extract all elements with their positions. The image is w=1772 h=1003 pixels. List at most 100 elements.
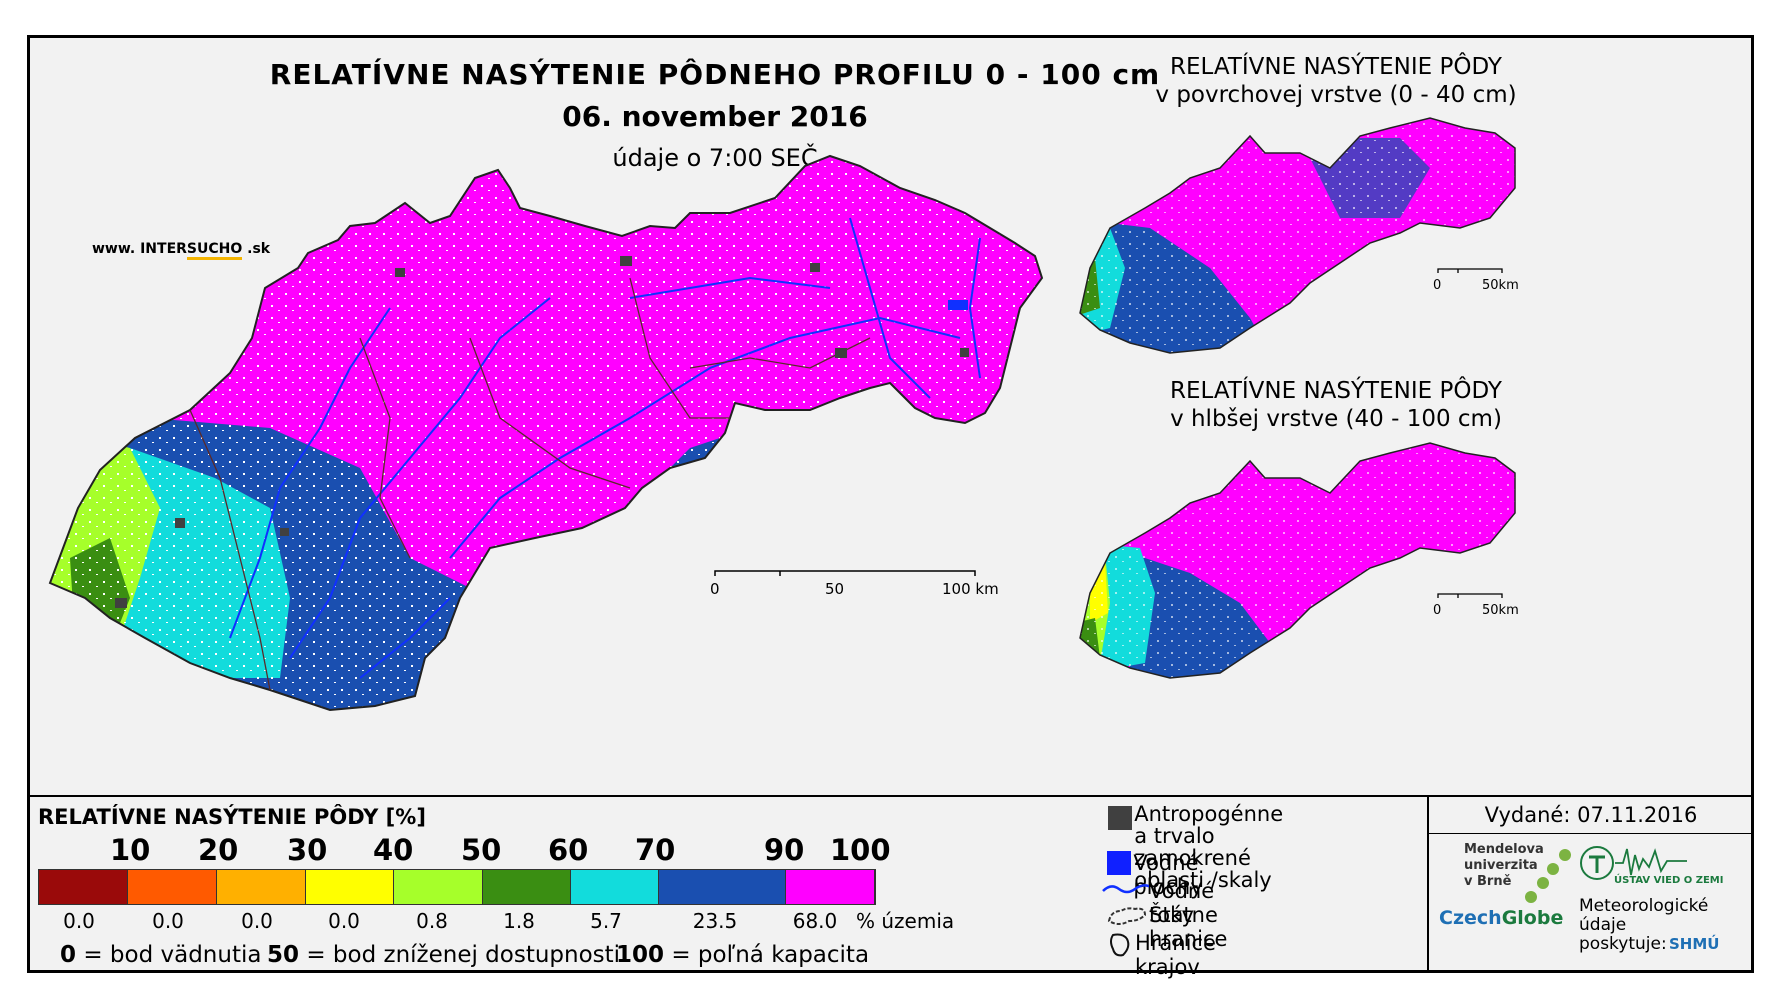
legend-share-9: 68.0 bbox=[792, 909, 838, 933]
mendel-line-3: v Brně bbox=[1464, 874, 1512, 889]
state-border-icon bbox=[1107, 907, 1147, 925]
water-bodies-label: Vodné plochy bbox=[1133, 851, 1203, 899]
legend-class-swatch-7 bbox=[571, 870, 659, 904]
map-area: RELATÍVNE NASÝTENIE PÔDNEHO PROFILU 0 - … bbox=[30, 38, 1751, 795]
state-border-label: Štátne hranice bbox=[1149, 903, 1228, 951]
legend-class-swatch-5 bbox=[394, 870, 483, 904]
legend-title: RELATÍVNE NASÝTENIE PÔDY [%] bbox=[38, 805, 426, 829]
legend-tick-40: 40 bbox=[373, 833, 414, 867]
legend-share-unit: % územia bbox=[856, 909, 955, 933]
website-accent: SUCHO bbox=[186, 241, 243, 260]
uvoz-label: ÚSTAV VIED O ZEMI bbox=[1614, 875, 1724, 886]
streams-label: Vodné toky bbox=[1149, 879, 1215, 927]
mendel-line-1: Mendelova bbox=[1464, 842, 1544, 857]
issued-divider bbox=[1429, 833, 1753, 834]
main-scale-50: 50 bbox=[825, 580, 845, 598]
inset-top-scale-50: 50km bbox=[1482, 278, 1519, 293]
legend-share-2: 0.0 bbox=[152, 909, 184, 933]
main-map-rivers bbox=[229, 217, 981, 679]
legend-tick-90: 90 bbox=[764, 833, 805, 867]
meteo-credit: Meteorologické údaje poskytuje: bbox=[1579, 897, 1708, 954]
mendel-dots-icon bbox=[1525, 849, 1571, 903]
region-border-icon bbox=[1110, 933, 1130, 957]
legend-class-swatch-4 bbox=[306, 870, 394, 904]
legend-share-7: 5.7 bbox=[590, 909, 622, 933]
main-scale-100: 100 km bbox=[942, 580, 999, 598]
legend-def-100: 100 = poľná kapacita bbox=[616, 942, 869, 968]
main-map-scale bbox=[714, 570, 976, 576]
main-map-title: RELATÍVNE NASÝTENIE PÔDNEHO PROFILU 0 - … bbox=[269, 58, 1161, 91]
anthro-label-2: zamokrené oblasti /skaly bbox=[1134, 846, 1272, 892]
main-map-state-border bbox=[48, 154, 1044, 712]
mendel-university-logo: Mendelova univerzita v Brně bbox=[1464, 842, 1544, 890]
inset-bottom-scale-0: 0 bbox=[1433, 603, 1442, 618]
legend-share-5: 0.8 bbox=[416, 909, 448, 933]
main-map-svg bbox=[48, 154, 1044, 712]
legend-tick-60: 60 bbox=[548, 833, 589, 867]
main-scale-0: 0 bbox=[710, 580, 720, 598]
issued-date: Vydané: 07.11.2016 bbox=[1484, 803, 1698, 827]
stream-icon bbox=[1102, 884, 1149, 894]
legend-tick-50: 50 bbox=[461, 833, 502, 867]
website-prefix: www. INTER bbox=[92, 241, 187, 257]
symbol-streams: Vodné toky bbox=[1102, 879, 1215, 927]
inset-top-title-1: RELATÍVNE NASÝTENIE PÔDY bbox=[1170, 54, 1502, 80]
legend-tick-20: 20 bbox=[198, 833, 239, 867]
legend-share-3: 0.0 bbox=[241, 909, 273, 933]
region-border-label: Hranice krajov bbox=[1135, 931, 1216, 979]
legend-tick-100: 100 bbox=[830, 833, 891, 867]
inset-bottom-scale-50: 50km bbox=[1482, 603, 1519, 618]
legend-class-swatch-6 bbox=[483, 870, 571, 904]
legend-class-swatch-8 bbox=[659, 870, 786, 904]
main-map-anthro-areas bbox=[115, 256, 969, 608]
legend-def-0: 0 = bod vädnutia bbox=[60, 942, 261, 968]
credits-panel: Vydané: 07.11.2016 Mendelova univerzita … bbox=[1427, 797, 1753, 972]
anthro-area-icon bbox=[1107, 806, 1132, 830]
website-suffix: .sk bbox=[242, 241, 271, 257]
main-map-date: 06. november 2016 bbox=[562, 100, 868, 133]
main-map-soil bbox=[50, 156, 1042, 710]
legend-class-swatch-9 bbox=[786, 870, 875, 904]
inset-top-title-2: v povrchovej vrstve (0 - 40 cm) bbox=[1155, 82, 1517, 108]
legend-share-1: 0.0 bbox=[63, 909, 95, 933]
def-0-num: 0 bbox=[60, 942, 77, 968]
water-body-icon bbox=[1107, 851, 1132, 875]
legend-share-8: 23.5 bbox=[692, 909, 738, 933]
map-frame: RELATÍVNE NASÝTENIE PÔDNEHO PROFILU 0 - … bbox=[27, 35, 1754, 979]
def-50-text: = bod zníženej dostupnosti bbox=[299, 942, 621, 968]
legend-tick-30: 30 bbox=[287, 833, 328, 867]
czech-part: Czech bbox=[1439, 907, 1502, 929]
legend-share-4: 0.0 bbox=[328, 909, 360, 933]
symbol-region-border: Hranice krajov bbox=[1105, 931, 1232, 979]
symbol-water-bodies: Vodné plochy bbox=[1105, 851, 1220, 899]
website-label[interactable]: www. INTERSUCHO .sk bbox=[92, 241, 271, 260]
legend-share-6: 1.8 bbox=[503, 909, 535, 933]
anthro-label-1: Antropogénne a trvalo bbox=[1134, 802, 1284, 848]
legend-def-50: 50 = bod zníženej dostupnosti bbox=[267, 942, 620, 968]
inset-bottom-title-1: RELATÍVNE NASÝTENIE PÔDY bbox=[1170, 378, 1502, 404]
legend-panel: RELATÍVNE NASÝTENIE PÔDY [%] 10 20 30 40… bbox=[30, 795, 1753, 979]
symbol-anthro: Antropogénne a trvalo zamokrené oblasti /… bbox=[1105, 803, 1300, 891]
inset-bottom-map bbox=[1079, 442, 1516, 679]
legend-class-swatch-3 bbox=[217, 870, 306, 904]
def-50-num: 50 bbox=[267, 942, 300, 968]
inset-bottom-title-2: v hlbšej vrstve (40 - 100 cm) bbox=[1170, 406, 1502, 432]
meteo-line-1: Meteorologické bbox=[1579, 896, 1709, 916]
main-map-water-body bbox=[948, 300, 968, 310]
legend-tick-70: 70 bbox=[635, 833, 676, 867]
symbol-state-border: Štátne hranice bbox=[1105, 903, 1229, 951]
def-0-text: = bod vädnutia bbox=[76, 942, 262, 968]
globe-part: Globe bbox=[1501, 907, 1564, 929]
legend-class-swatch-1 bbox=[39, 870, 128, 904]
main-map-time: údaje o 7:00 SEČ bbox=[612, 144, 818, 172]
def-100-num: 100 bbox=[616, 942, 665, 968]
inset-top-map bbox=[1079, 117, 1516, 354]
meteo-line-3: poskytuje: bbox=[1579, 934, 1667, 954]
mendel-line-2: univerzita bbox=[1464, 858, 1538, 873]
shmu-logo: SHMÚ bbox=[1669, 935, 1720, 953]
czechglobe-logo: CzechGlobe bbox=[1439, 907, 1563, 929]
meteo-line-2: údaje bbox=[1579, 915, 1627, 935]
legend-class-swatch-2 bbox=[128, 870, 217, 904]
legend-tick-10: 10 bbox=[110, 833, 151, 867]
uvoz-logo-icon bbox=[1580, 846, 1687, 880]
